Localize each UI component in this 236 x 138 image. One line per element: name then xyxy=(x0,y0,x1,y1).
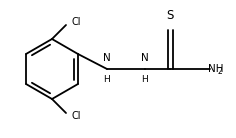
Text: H: H xyxy=(104,75,110,84)
Text: S: S xyxy=(166,9,174,22)
Text: H: H xyxy=(142,75,148,84)
Text: N: N xyxy=(103,53,111,63)
Text: 2: 2 xyxy=(218,67,223,75)
Text: Cl: Cl xyxy=(72,111,81,121)
Text: Cl: Cl xyxy=(72,17,81,27)
Text: NH: NH xyxy=(208,64,223,74)
Text: N: N xyxy=(141,53,149,63)
